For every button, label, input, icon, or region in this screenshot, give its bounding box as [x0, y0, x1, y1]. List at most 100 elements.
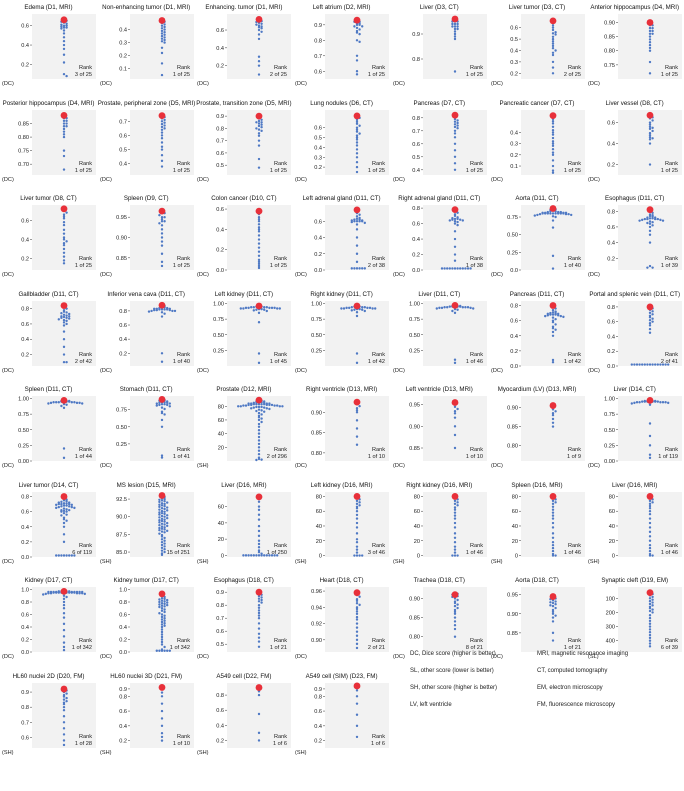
data-point — [656, 362, 660, 366]
data-point — [651, 319, 654, 323]
y-tick-label: 80 — [511, 494, 517, 500]
data-point — [65, 553, 68, 557]
data-point — [258, 228, 261, 231]
data-point — [355, 361, 359, 364]
data-point — [160, 602, 163, 605]
data-point — [258, 614, 261, 617]
data-point — [453, 259, 456, 262]
data-point — [556, 313, 559, 317]
data-point — [258, 405, 261, 409]
data-point — [453, 22, 456, 26]
y-axis-label: (DC) — [491, 272, 503, 278]
data-point — [548, 212, 552, 215]
data-point — [163, 610, 166, 614]
chart-panel: Liver tumor (D3, CT) 0.2 0.3 0.4 0.5 0.6 (DC) R… — [489, 0, 586, 122]
data-point — [355, 506, 359, 509]
data-point — [62, 213, 66, 216]
rank-value: 1 of 46 — [661, 550, 678, 556]
data-point — [561, 315, 565, 318]
panel-title: Prostate, transition zone (D5, MRI) — [196, 99, 292, 107]
data-point — [165, 403, 169, 407]
data-point — [62, 36, 66, 39]
data-point — [265, 309, 269, 312]
data-point — [258, 617, 261, 620]
data-point — [453, 120, 456, 123]
data-point — [258, 260, 261, 264]
data-point — [551, 132, 554, 136]
data-point — [453, 516, 456, 520]
data-point — [276, 404, 279, 407]
data-point — [65, 119, 68, 122]
data-point — [62, 215, 66, 218]
data-point — [355, 244, 359, 247]
y-axis-label: (DC) — [588, 368, 600, 374]
y-tick-label: 0.9 — [217, 590, 225, 596]
data-point — [553, 606, 557, 610]
y-tick-label: 0.4 — [21, 524, 29, 530]
data-point — [453, 405, 456, 409]
data-point — [62, 708, 66, 711]
data-point — [258, 738, 261, 742]
data-point — [648, 504, 652, 507]
y-tick-label: 0.4 — [607, 334, 615, 340]
data-point — [648, 217, 652, 220]
panel-title: Posterior hippocampus (D4, MRI) — [2, 99, 95, 107]
data-point — [358, 500, 361, 504]
data-point — [258, 37, 261, 41]
chart-panel: Aorta (D11, CT) 0.0 0.25 0.50 0.75 (DC) Rank 1 … — [489, 191, 586, 313]
data-point — [355, 735, 359, 738]
chart-panel: Aorta (D18, CT) 0.85 0.90 0.95 (DC) Rank 1 of … — [489, 573, 586, 695]
y-tick-label: 0.2 — [21, 539, 29, 545]
y-tick-label: 0.2 — [314, 165, 322, 171]
data-point — [648, 35, 652, 38]
data-point — [163, 517, 166, 521]
data-point — [258, 246, 261, 249]
rank-label: Rank — [372, 256, 385, 262]
data-point — [453, 32, 456, 36]
data-point — [258, 418, 261, 422]
chart-panel: Spleen (D16, MRI) 0 20 40 60 80 (SH) Rank 1 of 4… — [489, 478, 586, 600]
y-tick-label: 100 — [606, 596, 615, 602]
data-point — [160, 310, 163, 314]
data-point — [258, 403, 261, 406]
y-tick-label: 20 — [609, 538, 615, 544]
data-point — [355, 547, 359, 551]
data-point — [258, 119, 261, 122]
data-point — [65, 691, 68, 695]
y-tick-label: 0.5 — [217, 642, 225, 648]
data-point — [62, 251, 66, 254]
data-point — [355, 217, 359, 221]
y-tick-label: 0.4 — [217, 46, 225, 52]
panel-title: Right kidney (D16, MRI) — [406, 481, 473, 489]
chart-panel: Pancreas (D7, CT) 0.4 0.5 0.6 0.7 0.8 (DC) Rank… — [391, 96, 488, 218]
winner-point — [60, 685, 68, 692]
data-point — [157, 515, 161, 519]
panel-title: Left kidney (D16, MRI) — [310, 481, 373, 489]
data-point — [62, 262, 66, 265]
data-point — [453, 142, 456, 145]
y-axis-label: (DC) — [2, 272, 14, 278]
rank-value: 2 of 296 — [267, 454, 287, 460]
rank-label: Rank — [177, 638, 190, 644]
y-tick-label: 0.2 — [119, 638, 127, 644]
data-point — [52, 401, 55, 404]
y-axis-label: (DC) — [491, 368, 503, 374]
data-point — [160, 501, 163, 505]
data-point — [648, 622, 652, 625]
y-tick-label: 0.75 — [604, 63, 615, 69]
data-point — [355, 31, 359, 34]
data-point — [68, 553, 71, 557]
data-point — [62, 456, 66, 460]
data-point — [551, 525, 554, 529]
data-point — [163, 23, 166, 26]
data-point — [73, 401, 76, 404]
y-tick-label: 0.92 — [311, 622, 322, 628]
data-point — [163, 31, 166, 34]
data-point — [160, 360, 163, 363]
data-point — [453, 70, 456, 73]
winner-point — [158, 590, 166, 598]
data-point — [160, 503, 163, 507]
data-point — [70, 401, 74, 404]
data-point — [258, 645, 261, 648]
